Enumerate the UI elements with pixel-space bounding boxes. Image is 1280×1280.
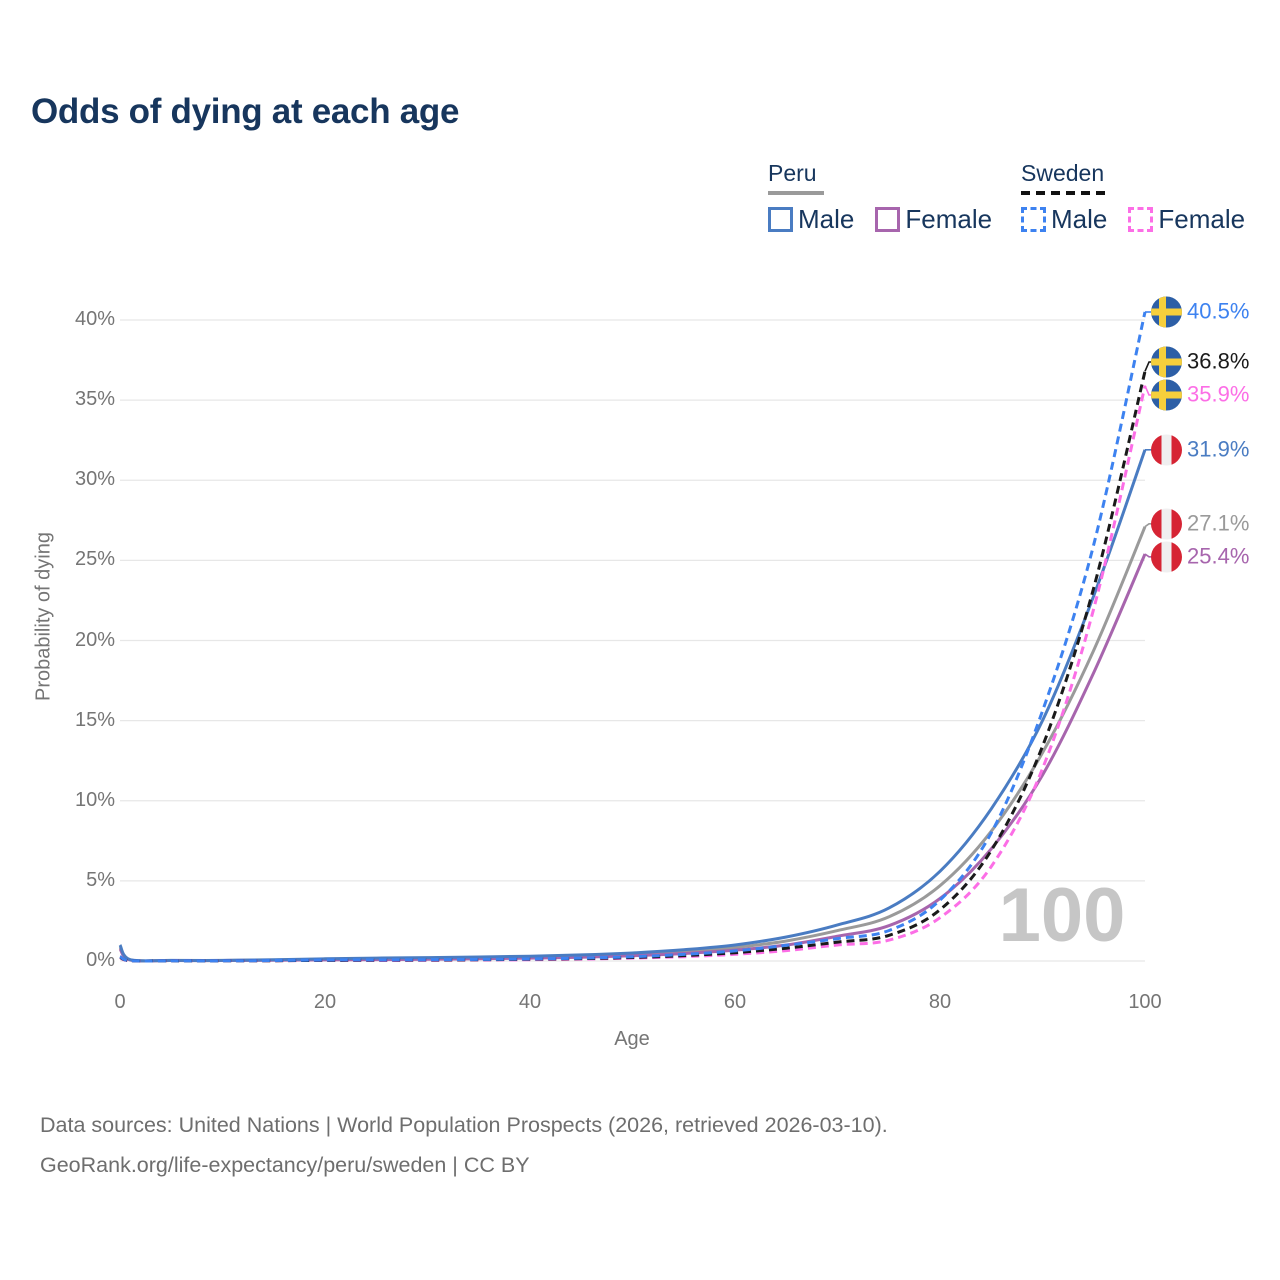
y-tick-label: 35% xyxy=(74,388,115,411)
legend-group-sweden: Sweden Male Female xyxy=(1021,160,1245,235)
legend-country-sweden: Sweden xyxy=(1021,160,1105,186)
sweden-flag-icon xyxy=(1151,379,1182,411)
sweden-male-swatch-icon xyxy=(1021,207,1046,232)
end-label-sweden-female: 35.9% xyxy=(1151,379,1250,411)
attribution-line: GeoRank.org/life-expectancy/peru/sweden … xyxy=(40,1153,530,1177)
end-label-value: 27.1% xyxy=(1187,510,1250,536)
legend-label-sweden-male: Male xyxy=(1051,204,1108,234)
sweden-flag-icon xyxy=(1151,346,1182,378)
legend-country-peru: Peru xyxy=(768,160,817,186)
series-line-sweden-female xyxy=(119,385,1147,963)
peru-male-swatch-icon xyxy=(768,207,793,232)
series-line-sweden-male xyxy=(119,311,1147,963)
x-tick-label: 0 xyxy=(114,991,126,1013)
end-label-sweden-total: 36.8% xyxy=(1151,346,1250,378)
y-tick-label: 0% xyxy=(86,949,115,971)
sweden-flag-icon xyxy=(1151,296,1182,328)
y-tick-label: 40% xyxy=(74,308,115,330)
page-title: Odds of dying at each age xyxy=(31,92,460,131)
peru-flag-icon xyxy=(1151,434,1182,466)
peru-female-swatch-icon xyxy=(875,207,901,232)
y-tick-label: 10% xyxy=(74,788,115,811)
series-line-sweden-total xyxy=(119,370,1147,963)
x-tick-label: 80 xyxy=(928,991,952,1013)
legend-linestyle-solid xyxy=(768,191,824,195)
end-label-peru-total: 27.1% xyxy=(1151,508,1250,540)
peru-flag-icon xyxy=(1151,541,1182,573)
x-tick-label: 40 xyxy=(518,991,542,1013)
end-label-sweden-male: 40.5% xyxy=(1151,296,1250,328)
series-line-peru-female xyxy=(118,553,1147,963)
legend-item-sweden-female: Female xyxy=(1128,204,1245,235)
legend-item-peru-male: Male xyxy=(768,204,854,235)
watermark-age-indicator: 100 xyxy=(999,873,1126,958)
series-line-peru-male xyxy=(118,449,1147,963)
y-tick-label: 15% xyxy=(74,708,115,731)
legend-label-sweden-female: Female xyxy=(1158,204,1246,234)
y-tick-label: 25% xyxy=(74,548,115,571)
end-label-peru-male: 31.9% xyxy=(1151,434,1250,466)
legend-label-peru-female: Female xyxy=(905,204,993,234)
x-tick-label: 20 xyxy=(313,991,337,1013)
sweden-female-swatch-icon xyxy=(1128,207,1154,232)
x-tick-label: 100 xyxy=(1128,991,1162,1013)
end-label-value: 25.4% xyxy=(1187,543,1250,569)
legend-group-peru: Peru Male Female xyxy=(768,160,992,235)
y-tick-label: 30% xyxy=(74,468,115,491)
legend-item-sweden-male: Male xyxy=(1021,204,1107,235)
y-tick-label: 5% xyxy=(86,868,115,891)
peru-flag-icon xyxy=(1151,508,1182,540)
end-label-value: 40.5% xyxy=(1187,298,1250,324)
x-tick-label: 60 xyxy=(723,991,747,1013)
end-label-value: 36.8% xyxy=(1187,348,1250,374)
end-label-value: 35.9% xyxy=(1187,381,1250,407)
series-line-peru-total xyxy=(118,526,1147,963)
legend-item-peru-female: Female xyxy=(875,204,992,235)
x-axis-label: Age xyxy=(614,1028,650,1050)
data-source-line: Data sources: United Nations | World Pop… xyxy=(40,1113,888,1137)
end-label-value: 31.9% xyxy=(1187,436,1250,462)
end-label-peru-female: 25.4% xyxy=(1151,541,1250,573)
legend-label-peru-male: Male xyxy=(798,204,855,234)
footer: Data sources: United Nations | World Pop… xyxy=(40,1105,888,1185)
legend-linestyle-dashed xyxy=(1021,191,1109,195)
y-tick-label: 20% xyxy=(74,628,115,651)
